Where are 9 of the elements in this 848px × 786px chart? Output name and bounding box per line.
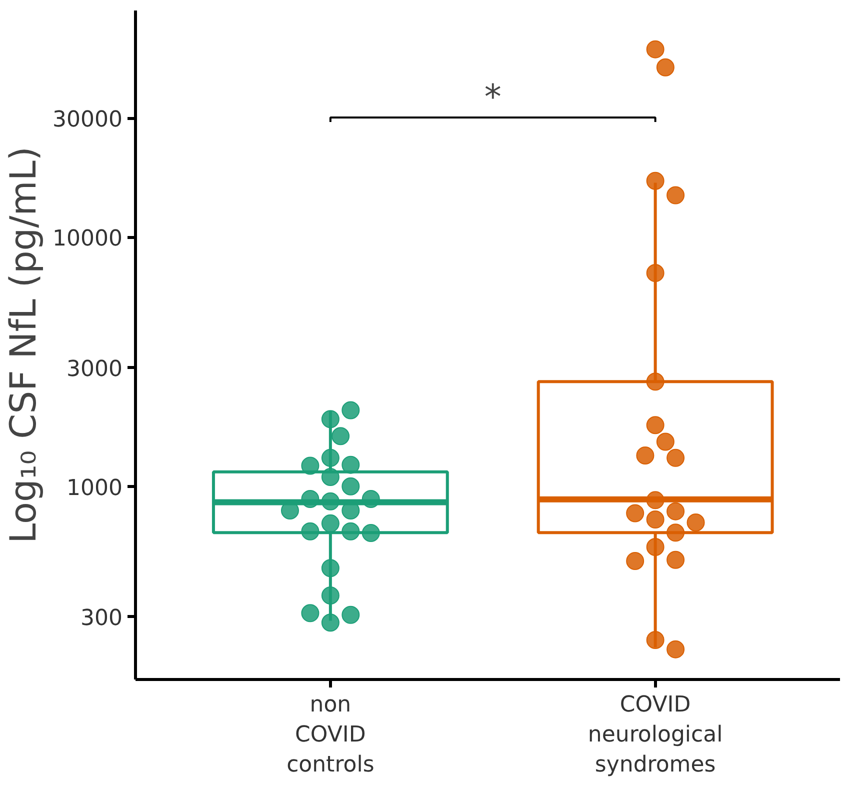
x-tick-label: COVID neurological syndromes bbox=[588, 692, 723, 778]
y-tick-label: 300 bbox=[80, 606, 123, 632]
y-tick-label: 10000 bbox=[52, 226, 123, 252]
y-tick-label: 1000 bbox=[66, 476, 123, 501]
y-tick-label: 30000 bbox=[52, 108, 123, 133]
x-tick-label: non COVID controls bbox=[286, 692, 374, 778]
y-axis-title: Log₁₀ CSF NfL (pg/mL) bbox=[4, 146, 45, 544]
y-tick-label: 3000 bbox=[66, 356, 123, 382]
annotation: * bbox=[484, 78, 502, 118]
